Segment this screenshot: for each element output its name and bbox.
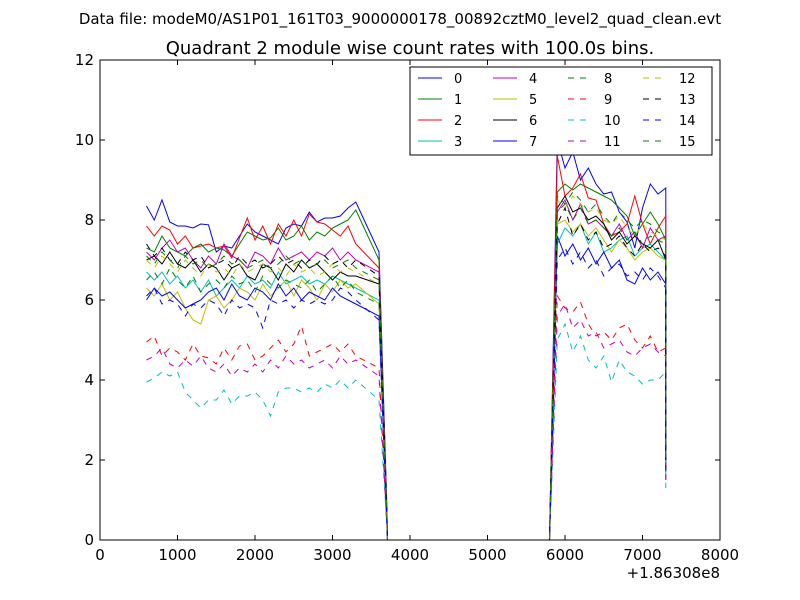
x-tick-label: 4000 (391, 546, 429, 564)
legend-entry-5: 5 (493, 93, 537, 108)
legend-label: 6 (529, 114, 537, 129)
ticks-layer: 0 1000 2000 3000 4000 5000 6000 7000 80000246810… (75, 51, 739, 564)
x-tick-label: 8000 (701, 546, 739, 564)
legend-label: 14 (679, 114, 696, 129)
legend-entry-8: 8 (568, 72, 612, 87)
series-line-7 (146, 235, 667, 540)
series-line-0 (146, 139, 667, 540)
legend-frame (409, 66, 713, 156)
series-line-12 (146, 195, 667, 540)
legend-entry-2: 2 (418, 114, 462, 129)
legend-label: 13 (679, 93, 696, 108)
legend-label: 3 (454, 135, 462, 150)
series-layer (146, 139, 667, 540)
legend-entry-1: 1 (418, 93, 462, 108)
x-tick-label: 1000 (158, 546, 196, 564)
series-line-11 (146, 302, 667, 540)
series-line-8 (146, 203, 667, 540)
legend-label: 2 (454, 114, 462, 129)
legend-label: 8 (604, 72, 612, 87)
series-line-10 (146, 322, 667, 540)
series-line-5 (146, 219, 667, 540)
legend-label: 9 (604, 93, 612, 108)
legend-label: 15 (679, 135, 696, 150)
x-tick-label: 0 (95, 546, 105, 564)
legend-entry-11: 11 (568, 135, 621, 150)
x-offset-label: +1.86308e8 (627, 564, 720, 582)
series-line-14 (146, 246, 667, 540)
legend-entry-13: 13 (643, 93, 696, 108)
y-tick-label: 8 (84, 211, 94, 229)
x-tick-label: 3000 (313, 546, 351, 564)
legend-entry-9: 9 (568, 93, 612, 108)
legend-label: 12 (679, 72, 696, 87)
legend-entry-3: 3 (418, 135, 462, 150)
legend-label: 0 (454, 72, 462, 87)
x-tick-label: 5000 (468, 546, 506, 564)
legend-entry-14: 14 (643, 114, 696, 129)
legend-entry-15: 15 (643, 135, 696, 150)
legend-label: 7 (529, 135, 537, 150)
y-tick-label: 10 (75, 131, 94, 149)
legend-label: 5 (529, 93, 537, 108)
x-tick-label: 2000 (236, 546, 274, 564)
figure-suptitle: Data file: modeM0/AS1P01_161T03_90000001… (79, 10, 721, 29)
y-tick-label: 4 (84, 371, 94, 389)
plot-area: 0 1000 2000 3000 4000 5000 6000 7000 80000246810… (75, 51, 739, 564)
legend-entry-6: 6 (493, 114, 537, 129)
x-tick-label: 7000 (623, 546, 661, 564)
y-tick-label: 0 (84, 531, 94, 549)
series-line-1 (146, 183, 667, 540)
x-tick-label: 6000 (546, 546, 584, 564)
legend-entry-4: 4 (493, 72, 537, 87)
chart-title: Quadrant 2 module wise count rates with … (166, 38, 655, 59)
legend-entry-12: 12 (643, 72, 696, 87)
legend-entry-0: 0 (418, 72, 462, 87)
legend-label: 11 (604, 135, 621, 150)
legend-entry-10: 10 (568, 114, 621, 129)
legend-label: 10 (604, 114, 621, 129)
y-tick-label: 6 (84, 291, 94, 309)
y-tick-label: 12 (75, 51, 94, 69)
y-tick-label: 2 (84, 451, 94, 469)
legend-entry-7: 7 (493, 135, 537, 150)
legend-label: 1 (454, 93, 462, 108)
series-line-9 (146, 294, 667, 540)
legend-label: 4 (529, 72, 537, 87)
